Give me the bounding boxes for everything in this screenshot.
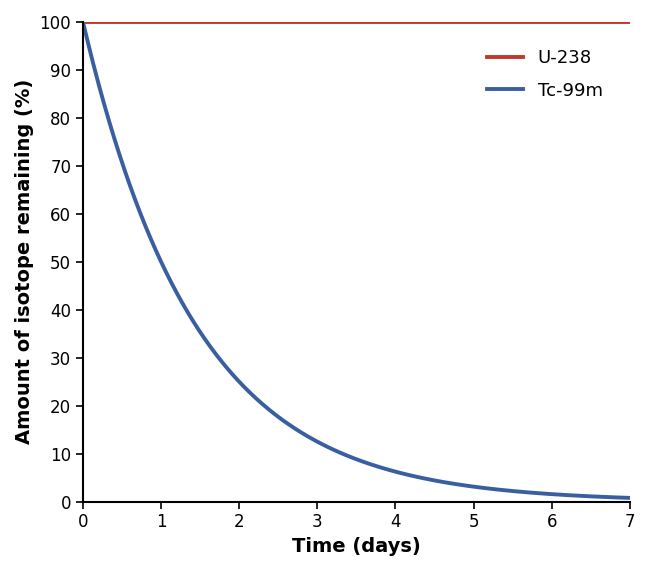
U-238	[330, 19, 338, 26]
U-238	[610, 19, 617, 26]
Tc-99m	[626, 494, 634, 501]
Tc-99m	[510, 488, 517, 494]
U-238	[79, 19, 87, 26]
U-238	[107, 19, 115, 26]
X-axis label: Time (days): Time (days)	[292, 537, 421, 556]
Tc-99m	[79, 19, 87, 26]
Legend: U-238, Tc-99m: U-238, Tc-99m	[469, 31, 621, 118]
Line: Tc-99m: Tc-99m	[83, 22, 630, 498]
Tc-99m	[610, 494, 617, 501]
Tc-99m	[610, 494, 617, 501]
Y-axis label: Amount of isotope remaining (%): Amount of isotope remaining (%)	[15, 79, 34, 444]
U-238	[510, 19, 517, 26]
U-238	[626, 19, 634, 26]
U-238	[345, 19, 353, 26]
U-238	[610, 19, 617, 26]
Tc-99m	[107, 124, 115, 131]
Tc-99m	[345, 453, 353, 460]
Tc-99m	[330, 447, 338, 453]
